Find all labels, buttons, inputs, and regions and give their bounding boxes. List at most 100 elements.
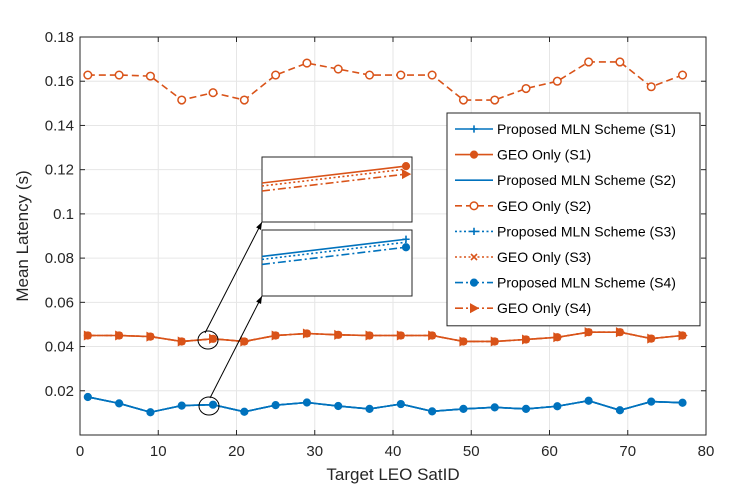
data-point: [83, 330, 94, 341]
data-point: [522, 334, 532, 345]
legend-label: Proposed MLN Scheme (S4): [497, 275, 676, 291]
series-line: [87, 331, 683, 343]
inset-data-point: [401, 243, 411, 252]
x-tick-label: 10: [150, 443, 167, 460]
data-point: [365, 404, 374, 414]
data-point: [334, 329, 344, 340]
data-point: [177, 336, 187, 347]
series-3: [87, 396, 683, 414]
legend-item: Proposed MLN Scheme (S2): [455, 172, 676, 188]
data-point: [240, 336, 250, 347]
zoom-inset-box: [261, 229, 413, 297]
data-point: [647, 397, 656, 406]
data-point: [271, 401, 280, 410]
data-point: [208, 400, 218, 409]
data-point: [584, 57, 594, 67]
zoom-arrow: [209, 295, 263, 399]
data-point: [365, 330, 375, 341]
data-point: [428, 330, 438, 341]
data-point: [521, 404, 531, 414]
y-tick-label: 0.12: [45, 162, 74, 179]
zoom-target-circle: [197, 330, 219, 350]
data-point: [459, 336, 469, 347]
inset-series-line: [261, 238, 407, 258]
data-point: [177, 401, 186, 410]
inset-series-line: [261, 168, 407, 187]
legend-label: GEO Only (S4): [497, 300, 591, 316]
legend-marker: [469, 201, 479, 211]
data-point: [302, 328, 313, 339]
series-line: [87, 396, 683, 414]
data-point: [458, 95, 468, 105]
legend-label: Proposed MLN Scheme (S1): [497, 121, 676, 137]
series-line: [87, 396, 683, 414]
legend-item: GEO Only (S3): [455, 249, 591, 265]
legend-marker: [470, 227, 478, 235]
legend-label: Proposed MLN Scheme (S3): [497, 223, 676, 239]
legend-item: Proposed MLN Scheme (S1): [455, 121, 676, 137]
data-point: [209, 333, 219, 344]
legend-marker: [469, 278, 479, 287]
y-tick-label: 0.08: [45, 250, 74, 267]
y-tick-label: 0.06: [45, 294, 74, 311]
y-tick-label: 0.1: [53, 206, 74, 223]
data-point: [83, 392, 92, 402]
series-line: [87, 396, 683, 414]
data-point: [83, 70, 93, 80]
legend-marker: [470, 303, 480, 314]
y-tick-label: 0.04: [45, 339, 74, 356]
data-point: [333, 64, 343, 74]
x-tick-label: 30: [306, 443, 323, 460]
data-point: [396, 399, 405, 409]
legend-marker: [470, 253, 478, 261]
series-7: [83, 392, 687, 417]
data-point: [552, 76, 562, 86]
data-point: [615, 406, 625, 415]
data-point: [396, 70, 406, 80]
legend-item: Proposed MLN Scheme (S4): [455, 275, 676, 291]
zoom-inset-box: [261, 156, 413, 223]
legend-marker: [469, 150, 479, 159]
data-point: [553, 402, 562, 411]
x-tick-label: 80: [698, 443, 715, 460]
x-tick-label: 60: [541, 443, 558, 460]
data-point: [208, 88, 218, 98]
data-point: [334, 401, 343, 411]
inset-series-line: [261, 241, 407, 261]
inset-data-point: [402, 235, 410, 243]
data-point: [302, 398, 312, 407]
inset-data-point: [401, 162, 411, 171]
data-point: [677, 70, 688, 80]
legend-item: GEO Only (S4): [455, 300, 591, 316]
legend-marker: [470, 125, 478, 133]
series-line: [87, 331, 683, 343]
legend: Proposed MLN Scheme (S1) GEO Only (S1) Pro…: [446, 112, 701, 327]
data-point: [396, 330, 407, 341]
data-point: [115, 330, 125, 341]
series-line: [87, 61, 683, 101]
data-point: [271, 330, 281, 341]
y-tick-label: 0.16: [45, 73, 74, 90]
legend-label: GEO Only (S2): [497, 198, 591, 214]
inset-series-line: [261, 165, 407, 184]
zoom-arrow-head: [256, 222, 262, 230]
legend-item: GEO Only (S1): [455, 147, 591, 163]
series-6: [84, 328, 687, 346]
data-point: [615, 57, 625, 67]
legend-label: GEO Only (S3): [497, 249, 591, 265]
data-point: [239, 95, 249, 105]
data-point: [115, 399, 124, 408]
x-tick-label: 70: [619, 443, 636, 460]
data-point: [146, 408, 155, 417]
data-point: [615, 327, 626, 338]
legend-label: Proposed MLN Scheme (S2): [497, 172, 676, 188]
series-2: [83, 328, 687, 346]
data-point: [427, 70, 437, 80]
legend-box: [446, 112, 701, 327]
data-point: [459, 404, 468, 414]
y-axis-title: Mean Latency (s): [13, 170, 32, 301]
data-point: [490, 336, 500, 347]
zoom-arrow-head: [256, 296, 262, 304]
y-tick-label: 0.18: [45, 29, 74, 46]
